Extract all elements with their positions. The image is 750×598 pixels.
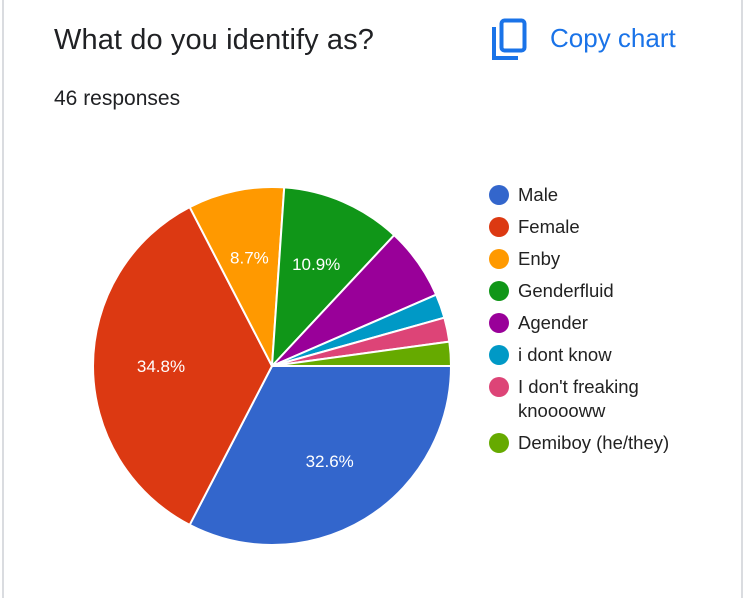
legend-item[interactable]: Agender — [489, 311, 698, 335]
pie-slice-demiboy-he-they[interactable] — [271, 340, 452, 367]
pie-data-label: 10.9% — [292, 255, 340, 274]
legend-label: Agender — [518, 312, 588, 333]
pie-data-label: 8.7% — [230, 248, 269, 267]
legend-item[interactable]: Demiboy (he/they) — [489, 431, 698, 455]
legend-label: Enby — [518, 248, 561, 269]
pie-slices — [92, 186, 452, 546]
legend-color-dot-icon — [489, 217, 509, 237]
copy-chart-label: Copy chart — [550, 22, 676, 53]
legend-color-dot-icon — [489, 185, 509, 205]
pie-slice-genderfluid[interactable] — [271, 186, 396, 367]
legend-item[interactable]: Genderfluid — [489, 279, 698, 303]
legend-color-dot-icon — [489, 249, 509, 269]
legend-label: Female — [518, 216, 580, 237]
pie-data-label: 32.6% — [306, 452, 354, 471]
pie-slice-female[interactable] — [92, 206, 273, 526]
legend-label: Genderfluid — [518, 280, 614, 301]
legend-color-dot-icon — [489, 313, 509, 333]
chart-legend: Male Female Enby Genderfluid Agender i dont k… — [489, 183, 698, 463]
legend-color-dot-icon — [489, 433, 509, 453]
legend-item[interactable]: i dont know — [489, 343, 698, 367]
legend-item[interactable]: Female — [489, 215, 698, 239]
legend-color-dot-icon — [489, 345, 509, 365]
legend-item[interactable]: I don't freaking knooooww — [489, 375, 698, 423]
pie-data-labels: 32.6% 34.8% 8.7% 10.9% — [137, 248, 354, 471]
legend-label: i dont know — [518, 344, 612, 365]
legend-item[interactable]: Male — [489, 183, 698, 207]
pie-data-label: 34.8% — [137, 357, 185, 376]
legend-color-dot-icon — [489, 377, 509, 397]
pie-slice-enby[interactable] — [188, 186, 286, 367]
legend-color-dot-icon — [489, 281, 509, 301]
copy-chart-button[interactable]: Copy chart — [482, 12, 682, 64]
legend-label: Male — [518, 184, 559, 205]
response-count: 46 responses — [54, 87, 181, 110]
question-title: What do you identify as? — [54, 24, 374, 56]
legend-label: I don't freaking knooooww — [518, 376, 639, 421]
pie-slice-male[interactable] — [188, 365, 452, 546]
legend-item[interactable]: Enby — [489, 247, 698, 271]
legend-label: Demiboy (he/they) — [518, 432, 670, 453]
copy-icon — [488, 14, 528, 62]
